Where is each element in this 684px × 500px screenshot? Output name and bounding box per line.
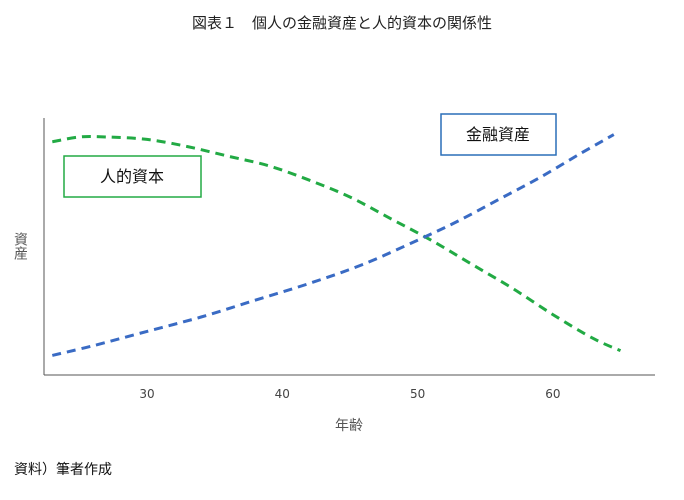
x-tick-label: 30: [139, 387, 154, 401]
series-line-1: [51, 133, 615, 357]
annotation-human-capital: 人的資本: [100, 167, 164, 186]
chart-title: 図表１ 個人の金融資産と人的資本の関係性: [191, 14, 492, 32]
x-tick-label: 50: [410, 387, 425, 401]
source-note: 資料）筆者作成: [14, 462, 112, 478]
y-axis-label: 資産: [12, 232, 28, 261]
x-tick-label: 40: [275, 387, 290, 401]
series-lines: [51, 133, 622, 357]
x-ticks: 30 40 50 60: [139, 387, 560, 401]
annotation-box-financial-assets: [440, 113, 557, 156]
x-tick-label: 60: [545, 387, 560, 401]
series-line-0: [52, 135, 622, 352]
x-axis-label: 年齢: [335, 418, 363, 434]
annotation-box-human-capital: [63, 155, 202, 198]
annotation-financial-assets: 金融資産: [466, 125, 530, 144]
